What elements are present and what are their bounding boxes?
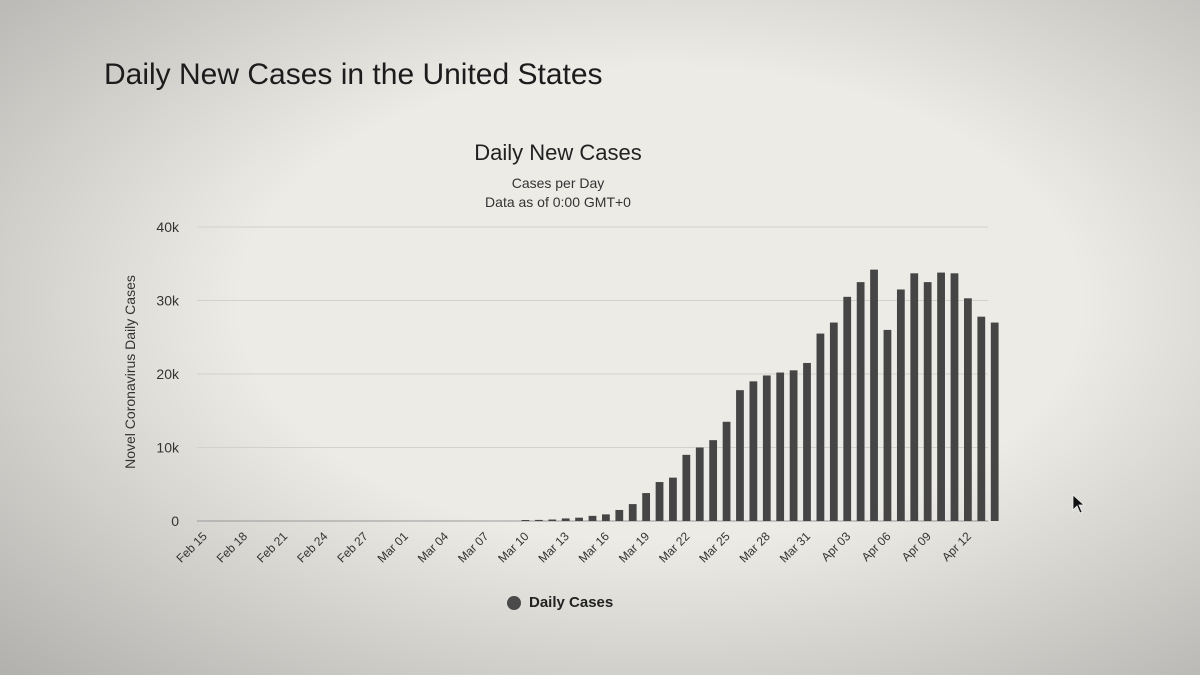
x-tick-label: Mar 01 [375,529,412,566]
x-tick-label: Apr 09 [899,529,934,564]
bar[interactable] [628,504,637,521]
legend-dot-icon [507,595,521,610]
bar[interactable] [588,515,597,521]
x-tick-label: Mar 19 [616,529,653,566]
x-tick-label: Apr 03 [818,529,853,564]
x-tick-label: Mar 07 [455,529,492,566]
bar[interactable] [990,322,999,521]
legend[interactable]: Daily Cases [507,594,613,611]
bar[interactable] [776,372,785,521]
y-tick-label: 30k [156,293,180,309]
x-tick-label: Mar 25 [696,529,733,566]
y-tick-label: 10k [156,440,180,456]
x-tick-label: Apr 12 [939,529,974,564]
bar[interactable] [655,482,664,521]
bar[interactable] [762,375,771,521]
gridlines [197,226,988,522]
x-tick-label: Feb 24 [294,529,331,566]
x-tick-label: Mar 31 [777,529,814,566]
bar[interactable] [923,282,932,521]
chart-title: Daily New Cases [474,140,642,165]
y-tick-label: 0 [171,513,179,529]
x-tick-label: Apr 06 [859,529,894,564]
bar[interactable] [870,269,878,521]
bar[interactable] [749,381,758,521]
mouse-pointer-icon [1072,494,1086,514]
x-tick-label: Mar 13 [535,529,572,566]
bar[interactable] [642,493,651,521]
bar[interactable] [964,298,972,521]
bar[interactable] [843,296,852,521]
chart-data-timestamp: Data as of 0:00 GMT+0 [485,194,631,210]
bar[interactable] [803,362,811,521]
y-tick-label: 40k [156,219,180,235]
x-tick-label: Feb 27 [334,529,371,566]
bar[interactable] [789,370,798,521]
bar[interactable] [669,477,677,521]
bar[interactable] [816,333,825,521]
chart-subtitle: Cases per Day [511,175,605,191]
bar[interactable] [548,519,557,521]
bar[interactable] [937,272,945,521]
bar[interactable] [602,514,610,521]
bar[interactable] [682,454,691,521]
bar[interactable] [910,273,919,521]
bar[interactable] [896,289,905,521]
bar[interactable] [856,282,865,521]
bar[interactable] [521,520,530,521]
bar[interactable] [722,421,731,521]
bar[interactable] [575,517,583,521]
x-tick-label: Mar 28 [737,529,774,566]
page-title: Daily New Cases in the United States [104,58,603,91]
x-tick-label: Feb 21 [254,529,291,566]
x-tick-label: Feb 18 [214,529,251,566]
bar[interactable] [829,322,838,521]
x-tick-label: Mar 22 [656,529,693,566]
x-tick-label: Mar 04 [415,529,452,566]
x-axis-ticks: Feb 15 Feb 18 Feb 21 Feb 24 Feb 27 Mar 01 Mar … [174,529,975,566]
bar-series[interactable] [521,269,999,522]
bar[interactable] [534,519,543,521]
x-tick-label: Feb 15 [174,529,211,566]
bar[interactable] [615,509,624,521]
x-tick-label: Mar 16 [576,529,613,566]
bar[interactable] [561,518,570,521]
y-tick-label: 20k [156,366,180,382]
bar[interactable] [977,316,986,521]
bar[interactable] [736,390,744,521]
x-tick-label: Mar 10 [495,529,532,566]
bar[interactable] [950,273,959,521]
bar[interactable] [883,329,892,521]
legend-label: Daily Cases [529,594,614,611]
bar[interactable] [709,440,718,521]
y-axis-ticks: 0 10k 20k 30k 40k [156,219,180,529]
bar[interactable] [695,447,704,522]
